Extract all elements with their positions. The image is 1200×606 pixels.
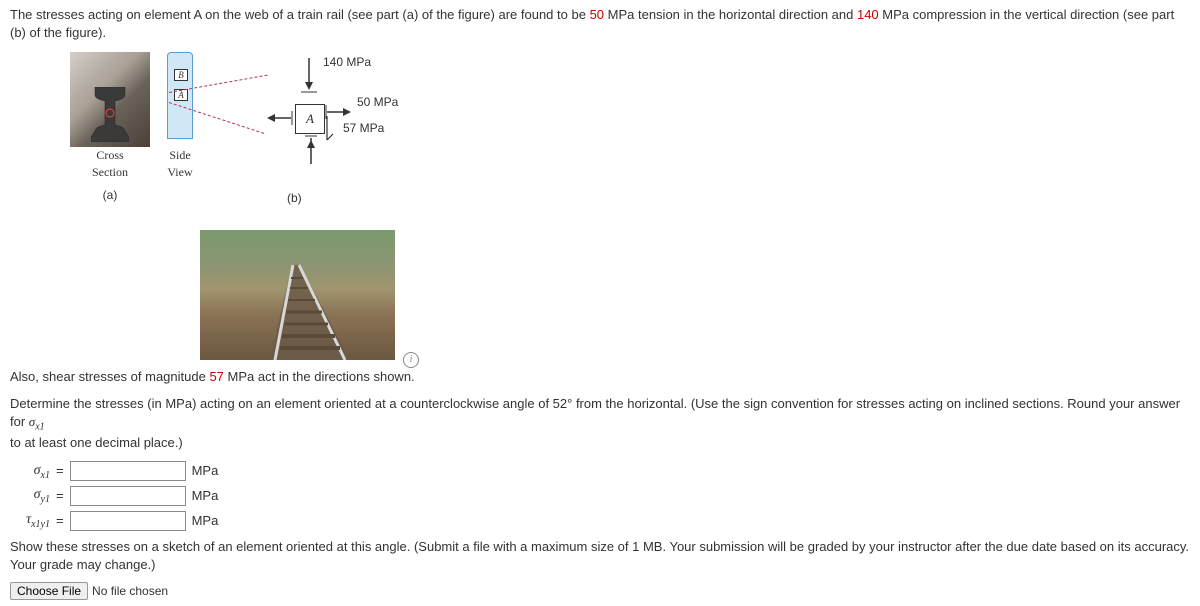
tau-x1y1-input[interactable]	[70, 511, 186, 531]
sketch-instruction: Show these stresses on a sketch of an el…	[10, 538, 1190, 574]
cross-section-block: Cross Section (a)	[70, 52, 150, 203]
stress-140-label: 140 MPa	[323, 54, 371, 71]
file-upload-row: Choose File No file chosen	[10, 582, 1190, 600]
intro-part2: MPa tension in the horizontal direction …	[604, 7, 857, 22]
shear-bracket-icon	[325, 114, 341, 144]
value-57: 57	[209, 369, 223, 384]
answer-rows: σx1 = MPa σy1 = MPa τx1y1 = MPa	[10, 461, 1190, 532]
tau-x1y1-label: τx1y1	[10, 510, 50, 532]
cross-section-label: Cross Section	[70, 147, 150, 181]
value-140: 140	[857, 7, 879, 22]
sigma-x1-label: σx1	[10, 461, 50, 483]
answer-row-sigma-x1: σx1 = MPa	[10, 461, 1190, 483]
sigma-x1-input[interactable]	[70, 461, 186, 481]
stress-element-region: 140 MPa A 50 MPa 57 MPa	[205, 52, 455, 212]
stress-50-label: 50 MPa	[357, 94, 398, 111]
tau-x1y1-unit: MPa	[192, 512, 219, 530]
railroad-tracks-photo	[200, 230, 395, 360]
label-b: (b)	[287, 190, 302, 207]
info-icon[interactable]: i	[403, 352, 419, 368]
answer-row-sigma-y1: σy1 = MPa	[10, 485, 1190, 507]
answer-row-tau-x1y1: τx1y1 = MPa	[10, 510, 1190, 532]
label-a: (a)	[70, 187, 150, 204]
determine-statement: Determine the stresses (in MPa) acting o…	[10, 395, 1190, 453]
file-status: No file chosen	[92, 584, 168, 598]
figure-area: Cross Section (a) B A Side View 140 MPa	[70, 52, 1190, 212]
sigma-x1-unit: MPa	[192, 462, 219, 480]
sigma-y1-unit: MPa	[192, 487, 219, 505]
value-50: 50	[590, 7, 604, 22]
point-b-box: B	[174, 69, 188, 81]
shear-statement: Also, shear stresses of magnitude 57 MPa…	[10, 368, 1190, 386]
sigma-y1-input[interactable]	[70, 486, 186, 506]
stress-57-label: 57 MPa	[343, 120, 384, 137]
choose-file-button[interactable]: Choose File	[10, 582, 88, 600]
side-view-block: B A Side View	[165, 52, 195, 181]
element-a-box: A	[295, 104, 325, 134]
sigma-y1-label: σy1	[10, 485, 50, 507]
arrow-up-icon	[301, 134, 321, 170]
rail-silhouette-icon	[91, 87, 129, 142]
side-view-label: Side View	[165, 147, 195, 181]
arrow-left-icon	[265, 108, 295, 128]
problem-intro: The stresses acting on element A on the …	[10, 6, 1190, 42]
rail-cross-section-photo	[70, 52, 150, 147]
intro-part1: The stresses acting on element A on the …	[10, 7, 590, 22]
